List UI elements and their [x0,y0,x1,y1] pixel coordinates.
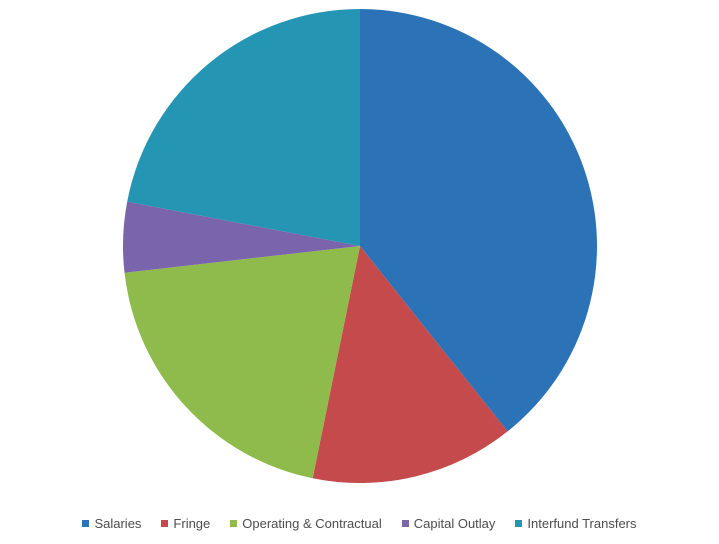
legend-swatch-interfund-transfers [515,519,523,527]
legend-label-operating-contractual: Operating & Contractual [242,515,382,531]
pie-chart [122,9,598,484]
legend-label-interfund-transfers: Interfund Transfers [527,515,637,531]
legend-item-fringe: Fringe [161,516,210,531]
pie-slice-salaries [360,9,598,432]
legend-swatch-capital-outlay [401,519,409,527]
pie-slice-capital-outlay [122,201,360,273]
legend-item-operating-contractual: Operating & Contractual [230,515,382,531]
legend-swatch-operating-contractual [230,519,238,527]
chart-legend: Salaries Fringe Operating & Contractual … [0,511,719,535]
legend-swatch-fringe [161,519,169,527]
pie-slice-operating-contractual [124,246,360,479]
legend-item-interfund-transfers: Interfund Transfers [515,515,637,531]
legend-label-fringe: Fringe [173,515,211,531]
legend-label-capital-outlay: Capital Outlay [413,515,496,531]
legend-item-capital-outlay: Capital Outlay [401,515,496,531]
pie-slice-fringe [312,246,508,484]
legend-label-salaries: Salaries [94,515,142,531]
pie-slices [122,9,598,484]
pie-slice-interfund-transfers [127,9,360,246]
legend-swatch-salaries [82,519,90,527]
legend-item-salaries: Salaries [82,516,141,531]
